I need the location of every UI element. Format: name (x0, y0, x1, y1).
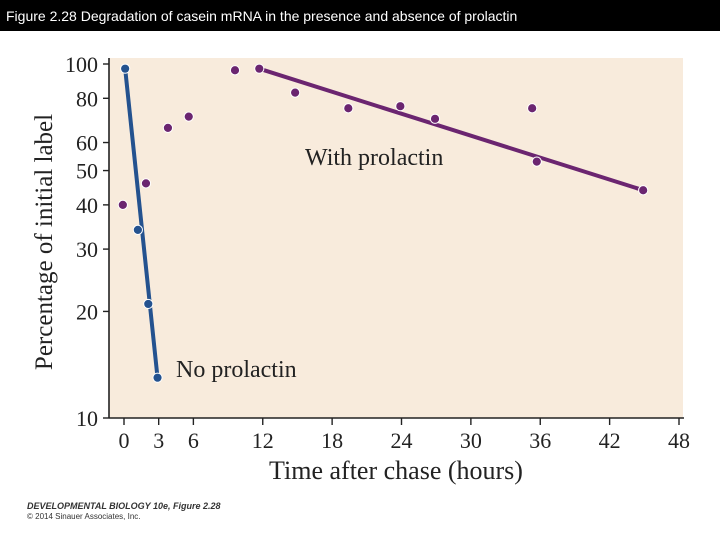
data-point-no-prolactin (143, 298, 154, 310)
x-axis-label: Time after chase (hours) (269, 456, 523, 485)
data-point-with-prolactin (638, 185, 649, 196)
data-point-with-prolactin (140, 178, 152, 189)
x-tick-label: 42 (599, 428, 621, 453)
x-tick-label: 0 (119, 428, 130, 453)
series-layer (117, 63, 649, 383)
x-tick-label: 18 (321, 428, 343, 453)
trend-line-with-prolactin (257, 66, 646, 193)
figure-title: Figure 2.28 Degradation of casein mRNA i… (6, 8, 518, 24)
x-tick-label: 48 (668, 428, 690, 453)
data-point-no-prolactin (120, 63, 131, 74)
plot-background (109, 58, 683, 418)
y-tick-label: 10 (76, 406, 98, 431)
data-point-with-prolactin (162, 122, 174, 133)
y-tick-label: 50 (76, 159, 98, 184)
data-point-with-prolactin (254, 63, 265, 74)
credit-title: DEVELOPMENTAL BIOLOGY 10e, Figure 2.28 (27, 501, 221, 511)
y-axis-label: Percentage of initial label (31, 114, 58, 370)
series-label-with-prolactin: With prolactin (305, 145, 443, 171)
data-point-with-prolactin (429, 113, 441, 124)
credit-copyright: © 2014 Sinauer Associates, Inc. (27, 512, 141, 521)
title-bar: Figure 2.28 Degradation of casein mRNA i… (0, 0, 720, 31)
data-point-with-prolactin (229, 65, 241, 76)
y-tick-label: 100 (65, 52, 98, 77)
y-axis-ticks: 10 20 30 40 50 60 80 100 (65, 52, 109, 431)
data-point-with-prolactin (531, 156, 542, 167)
y-tick-label: 80 (76, 86, 98, 111)
x-axis-ticks: 0 3 6 12 18 24 30 36 42 48 (119, 418, 690, 453)
data-point-with-prolactin (117, 199, 128, 210)
data-point-with-prolactin (395, 101, 406, 112)
data-point-with-prolactin (343, 103, 354, 114)
series-label-no-prolactin: No prolactin (176, 357, 297, 383)
y-tick-label: 40 (76, 193, 98, 218)
x-tick-label: 36 (529, 428, 551, 453)
data-point-with-prolactin (183, 111, 194, 122)
y-tick-label: 30 (76, 237, 98, 262)
data-point-no-prolactin (132, 224, 143, 235)
data-point-no-prolactin (152, 372, 163, 383)
x-tick-label: 24 (391, 428, 413, 453)
trend-line-no-prolactin (123, 66, 160, 380)
x-tick-label: 12 (252, 428, 274, 453)
y-tick-label: 60 (76, 131, 98, 156)
y-tick-label: 20 (76, 299, 98, 324)
x-tick-label: 3 (153, 428, 164, 453)
data-point-with-prolactin (290, 87, 301, 98)
data-point-with-prolactin (527, 103, 538, 114)
x-tick-label: 30 (460, 428, 482, 453)
x-tick-label: 6 (188, 428, 199, 453)
